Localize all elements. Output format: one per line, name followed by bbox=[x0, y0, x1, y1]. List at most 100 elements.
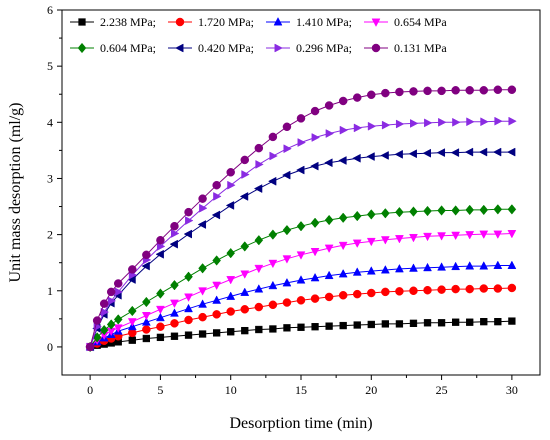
data-point bbox=[324, 244, 334, 254]
data-point bbox=[240, 270, 250, 279]
data-point bbox=[451, 318, 460, 326]
data-point bbox=[268, 280, 278, 290]
data-point bbox=[465, 261, 475, 270]
data-point bbox=[493, 260, 503, 269]
y-tick-label: 6 bbox=[47, 3, 53, 17]
data-point bbox=[141, 312, 151, 321]
data-point bbox=[325, 129, 335, 138]
legend-entry: 0.654 MPa bbox=[364, 15, 447, 29]
data-point bbox=[254, 143, 264, 153]
data-point bbox=[395, 206, 404, 218]
data-point bbox=[296, 296, 306, 305]
x-tick-label: 15 bbox=[295, 383, 307, 397]
data-point bbox=[366, 266, 376, 275]
data-point bbox=[507, 230, 517, 239]
data-point bbox=[170, 319, 179, 328]
data-point bbox=[156, 333, 165, 342]
data-point bbox=[451, 284, 460, 294]
data-point bbox=[409, 206, 418, 217]
series-2 bbox=[85, 283, 517, 352]
data-point bbox=[394, 263, 404, 273]
data-point bbox=[507, 260, 517, 269]
series-3 bbox=[85, 260, 517, 351]
data-point bbox=[240, 305, 250, 314]
data-point bbox=[198, 312, 207, 322]
legend-entry: 0.296 MPa; bbox=[266, 41, 352, 55]
data-point bbox=[367, 288, 376, 298]
legend-entry: 1.410 MPa; bbox=[266, 15, 352, 29]
legend-label: 2.238 MPa; bbox=[100, 15, 156, 29]
data-point bbox=[366, 237, 376, 247]
data-point bbox=[311, 133, 320, 142]
data-point bbox=[113, 324, 123, 333]
data-point bbox=[227, 180, 236, 190]
data-point bbox=[324, 158, 333, 168]
data-point bbox=[423, 262, 432, 272]
data-point bbox=[253, 184, 263, 193]
data-point bbox=[423, 232, 432, 242]
data-point bbox=[106, 319, 116, 330]
data-point bbox=[311, 323, 319, 331]
data-point bbox=[324, 101, 334, 110]
data-point bbox=[438, 117, 447, 127]
data-point bbox=[324, 214, 334, 226]
data-point bbox=[170, 308, 179, 317]
data-point bbox=[268, 259, 278, 269]
data-point bbox=[283, 324, 291, 332]
legend-marker bbox=[175, 17, 185, 27]
data-point bbox=[211, 210, 221, 220]
data-point bbox=[436, 148, 446, 158]
legend-label: 1.410 MPa; bbox=[296, 15, 352, 29]
legend-label: 0.131 MPa bbox=[394, 41, 447, 55]
legend-label: 0.654 MPa bbox=[394, 15, 447, 29]
series-1 bbox=[86, 317, 516, 351]
y-tick-label: 4 bbox=[47, 115, 53, 129]
data-point bbox=[212, 329, 221, 337]
series-8 bbox=[85, 85, 517, 352]
data-point bbox=[142, 334, 151, 343]
legend-label: 1.720 MPa; bbox=[198, 15, 254, 29]
data-point bbox=[338, 291, 348, 300]
data-point bbox=[254, 264, 264, 274]
data-point bbox=[198, 194, 207, 203]
data-point bbox=[451, 205, 460, 216]
data-point bbox=[493, 230, 503, 239]
data-point bbox=[185, 216, 194, 225]
data-point bbox=[450, 148, 460, 158]
data-point bbox=[380, 151, 389, 160]
data-point bbox=[282, 122, 292, 132]
data-point bbox=[480, 318, 488, 326]
data-point bbox=[352, 153, 361, 163]
x-tick-label: 20 bbox=[365, 383, 377, 397]
data-point bbox=[225, 201, 235, 210]
legend-entry: 1.720 MPa; bbox=[168, 15, 254, 29]
legend-label: 0.420 MPa; bbox=[198, 41, 254, 55]
data-point bbox=[324, 270, 334, 280]
data-point bbox=[494, 318, 502, 326]
data-point bbox=[353, 123, 363, 133]
data-point bbox=[254, 302, 264, 312]
data-point bbox=[507, 85, 517, 94]
data-point bbox=[141, 261, 150, 271]
data-point bbox=[170, 279, 179, 291]
data-point bbox=[269, 151, 278, 161]
data-point bbox=[451, 231, 461, 241]
data-point bbox=[310, 106, 320, 116]
data-point bbox=[395, 287, 404, 296]
data-point bbox=[107, 296, 117, 306]
legend-entry: 2.238 MPa; bbox=[70, 15, 156, 29]
data-point bbox=[465, 86, 474, 95]
data-point bbox=[212, 255, 221, 266]
data-point bbox=[296, 114, 306, 123]
data-point bbox=[142, 296, 151, 308]
data-point bbox=[480, 117, 489, 127]
data-point bbox=[269, 325, 277, 333]
data-point bbox=[339, 321, 347, 330]
series-line bbox=[89, 151, 512, 348]
x-tick-label: 0 bbox=[87, 383, 93, 397]
data-point bbox=[409, 233, 418, 243]
data-point bbox=[297, 138, 306, 147]
y-axis-title: Unit mass desorption (ml/g) bbox=[7, 103, 24, 283]
data-point bbox=[338, 156, 347, 165]
